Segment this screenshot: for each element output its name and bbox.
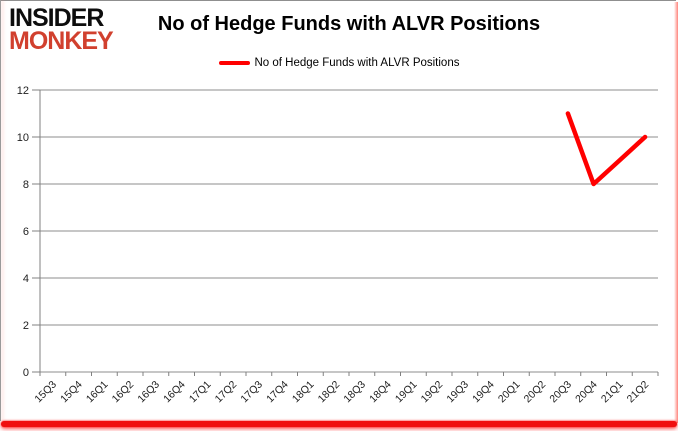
x-tick-label: 18Q4 xyxy=(367,379,394,406)
x-tick-label: 17Q4 xyxy=(264,379,291,406)
x-tick-label: 16Q1 xyxy=(84,379,111,406)
y-tick-label: 10 xyxy=(17,132,29,144)
x-tick-label: 20Q1 xyxy=(496,379,523,406)
x-tick-label: 17Q1 xyxy=(187,379,214,406)
x-tick-label: 19Q3 xyxy=(444,379,471,406)
x-tick-label: 18Q2 xyxy=(316,379,343,406)
x-tick-label: 17Q2 xyxy=(213,379,240,406)
chart-legend: No of Hedge Funds with ALVR Positions xyxy=(0,57,678,69)
legend-label: No of Hedge Funds with ALVR Positions xyxy=(254,57,460,69)
x-tick-label: 15Q3 xyxy=(32,379,59,406)
legend-line-swatch xyxy=(218,61,250,65)
y-tick-label: 2 xyxy=(23,320,29,332)
x-tick-label: 19Q2 xyxy=(419,379,446,406)
x-tick-label: 18Q1 xyxy=(290,379,317,406)
x-tick-label: 18Q3 xyxy=(341,379,368,406)
series-line xyxy=(565,111,648,187)
y-tick-label: 0 xyxy=(23,367,29,379)
insider-monkey-logo: INSIDER MONKEY xyxy=(9,4,114,55)
frame-left-border xyxy=(0,0,1,421)
frame-top-border xyxy=(0,0,676,1)
frame-bottom-red-bar xyxy=(1,421,677,427)
x-tick-label: 17Q3 xyxy=(238,379,265,406)
y-tick-label: 12 xyxy=(17,85,29,97)
x-tick-label: 20Q2 xyxy=(522,379,549,406)
x-tick-label: 19Q4 xyxy=(470,379,497,406)
x-tick-label: 15Q4 xyxy=(58,379,85,406)
y-tick-label: 6 xyxy=(23,226,29,238)
logo-line1: INSIDER xyxy=(9,4,104,32)
x-tick-label: 16Q3 xyxy=(135,379,162,406)
gridlines xyxy=(40,89,658,373)
frame-right-glow xyxy=(674,2,678,423)
x-tick-label: 21Q2 xyxy=(625,379,652,406)
y-tick-label: 4 xyxy=(23,273,29,285)
chart-title: No of Hedge Funds with ALVR Positions xyxy=(157,13,541,35)
logo-line2: MONKEY xyxy=(9,27,114,55)
x-tick-label: 16Q2 xyxy=(110,379,137,406)
y-tick-label: 8 xyxy=(23,179,29,191)
x-tick-label: 16Q4 xyxy=(161,379,188,406)
x-tick-label: 19Q1 xyxy=(393,379,420,406)
x-tick-label: 20Q3 xyxy=(547,379,574,406)
x-tick-label: 21Q1 xyxy=(599,379,626,406)
x-tick-label: 20Q4 xyxy=(573,379,600,406)
axes xyxy=(32,89,659,376)
